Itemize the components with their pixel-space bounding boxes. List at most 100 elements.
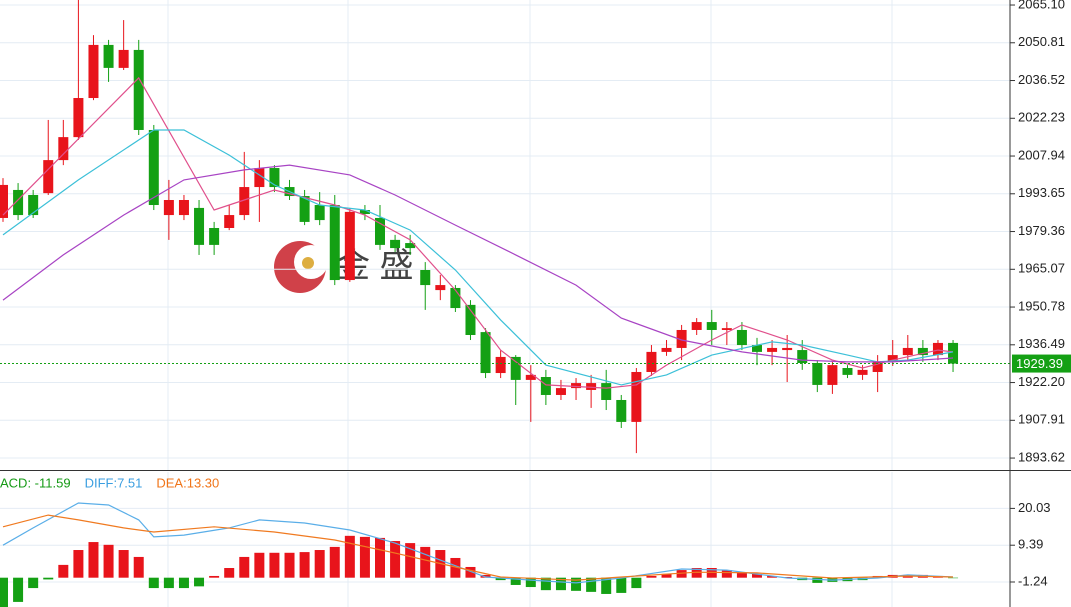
candle-body: [178, 199, 189, 216]
y-tick-label: 9.39: [1018, 537, 1043, 552]
moving-average: [2, 164, 954, 363]
histogram-bar: [0, 577, 8, 607]
candle-body: [555, 388, 566, 395]
y-tick-label: -1.24: [1018, 573, 1048, 588]
y-tick-label: 2036.52: [1018, 72, 1065, 87]
histogram-bar: [375, 537, 385, 578]
histogram-bar: [510, 577, 521, 585]
histogram-bar: [148, 577, 159, 589]
histogram-bar: [601, 577, 612, 594]
histogram-bar: [721, 570, 732, 578]
histogram-bar: [390, 541, 401, 578]
candle-body: [390, 239, 401, 249]
candle-body: [782, 347, 793, 351]
histogram-bar: [450, 557, 461, 578]
candle-body: [540, 377, 551, 395]
histogram-bar: [691, 568, 702, 578]
candle-body: [148, 129, 159, 206]
candle-body: [269, 168, 280, 188]
candle-body: [224, 215, 235, 228]
candle-body: [299, 196, 310, 222]
macd-line: [2, 514, 954, 581]
histogram-bar: [329, 546, 340, 578]
histogram-bar: [43, 577, 54, 580]
candle-body: [842, 368, 853, 375]
histogram-bar: [540, 577, 551, 591]
histogram-bar: [254, 552, 265, 578]
candle-body: [932, 342, 943, 356]
histogram-bar: [782, 577, 793, 578]
candle-body: [239, 187, 250, 216]
legend-label: ACD: -11.59: [0, 475, 71, 490]
candle-body: [872, 361, 883, 372]
y-tick-label: 1979.36: [1018, 223, 1065, 238]
candle-body: [917, 347, 928, 356]
histogram-bar: [525, 577, 536, 588]
watermark-logo: [274, 241, 328, 293]
histogram-bar: [178, 577, 189, 589]
candle-body: [661, 347, 672, 352]
candle-body: [902, 347, 913, 356]
candle-body: [571, 383, 582, 389]
logo-dot: [302, 257, 314, 269]
histogram-bar: [314, 550, 325, 578]
histogram-bar: [133, 556, 144, 578]
candle-body: [465, 304, 476, 335]
histogram-bar: [118, 550, 129, 578]
histogram-bar: [767, 575, 778, 578]
histogram-bar: [58, 564, 69, 578]
histogram-bar: [209, 575, 220, 578]
candle-body: [752, 345, 762, 352]
candle-body: [480, 332, 491, 374]
histogram-bar: [631, 577, 642, 589]
histogram-bar: [661, 573, 672, 578]
histogram-bar: [420, 546, 431, 578]
histogram-bar: [239, 556, 250, 578]
candle-body: [706, 322, 717, 330]
histogram-bar: [752, 573, 762, 578]
candle-body: [887, 355, 898, 362]
candle-body: [857, 369, 868, 375]
candle-body: [58, 137, 69, 161]
histogram-bar: [465, 566, 476, 578]
y-tick-label: 1893.62: [1018, 449, 1065, 464]
candle-body: [254, 168, 265, 188]
y-tick-label: 1993.65: [1018, 185, 1065, 200]
y-tick-label: 1936.49: [1018, 336, 1065, 351]
histogram-bar: [269, 552, 280, 578]
candle-body: [510, 356, 521, 380]
candle-body: [28, 194, 39, 216]
candle-body: [767, 347, 778, 352]
y-tick-label: 1965.07: [1018, 261, 1065, 276]
y-tick-label: 2022.23: [1018, 110, 1065, 125]
candle-body: [133, 49, 144, 130]
candle-body: [375, 217, 385, 245]
candle-body: [314, 205, 325, 221]
candle-body: [948, 342, 959, 364]
candle-body: [495, 356, 506, 374]
candle-body: [721, 328, 732, 330]
candle-body: [676, 329, 687, 348]
last-price-box: [1012, 354, 1071, 373]
candle-body: [797, 350, 808, 364]
candle-body: [631, 371, 642, 422]
histogram-bar: [359, 536, 370, 578]
candle-body: [13, 189, 24, 216]
candle-body: [691, 322, 702, 330]
histogram-bar: [405, 543, 416, 578]
candle-body: [73, 98, 84, 138]
candle-body: [163, 199, 174, 216]
histogram-bar: [616, 577, 627, 593]
candle-body: [118, 49, 129, 68]
candle-body: [405, 243, 416, 249]
candle-body: [420, 270, 431, 286]
macd-line: [2, 502, 954, 584]
histogram-bar: [163, 577, 174, 589]
y-tick-label: 1922.20: [1018, 374, 1065, 389]
candle-body: [435, 285, 446, 291]
histogram-bar: [224, 568, 235, 578]
candle-body: [209, 227, 220, 245]
histogram-bar: [13, 577, 24, 602]
moving-average: [2, 76, 954, 389]
